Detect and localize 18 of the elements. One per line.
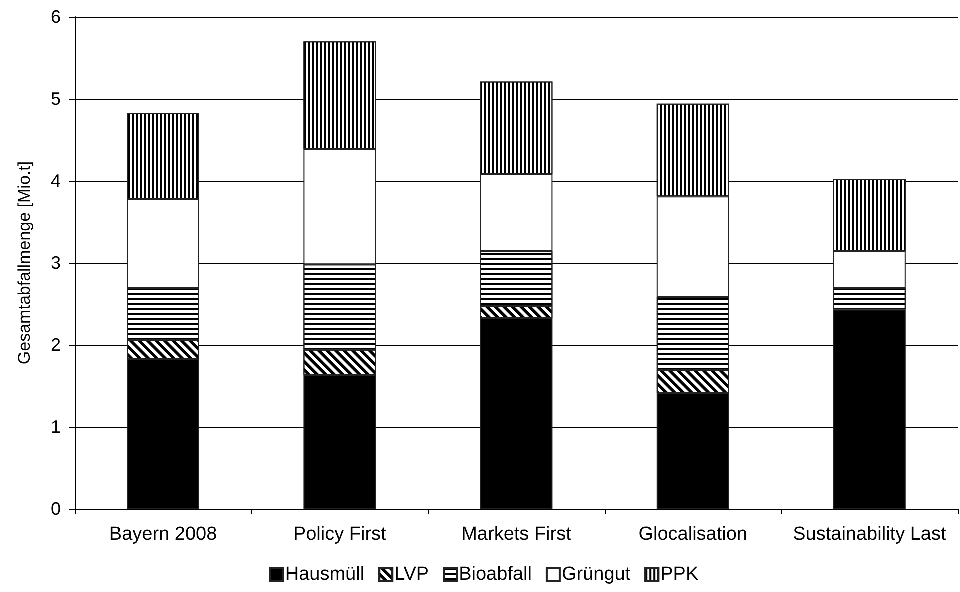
legend-label: Grüngut — [562, 564, 632, 585]
y-tick-label: 5 — [50, 89, 61, 109]
legend-label: Bioabfall — [459, 564, 532, 585]
y-axis-title: Gesamtabfallmenge [Mio.t] — [15, 161, 34, 365]
x-tick-label: Policy First — [293, 524, 388, 545]
y-tick-label: 1 — [50, 417, 61, 437]
y-tick-label: 3 — [50, 253, 61, 273]
legend-label: PPK — [660, 564, 699, 585]
y-tick-label: 0 — [50, 499, 61, 519]
legend-label: LVP — [394, 564, 430, 585]
y-tick-label: 2 — [50, 335, 61, 355]
y-tick-label: 6 — [50, 7, 61, 27]
x-tick-label: Markets First — [462, 524, 572, 545]
legend-label: Hausmüll — [285, 564, 365, 585]
x-tick-label: Bayern 2008 — [109, 524, 218, 545]
x-tick-label: Glocalisation — [638, 524, 748, 545]
x-tick-label: Sustainability Last — [793, 524, 947, 545]
y-tick-label: 4 — [50, 171, 61, 191]
